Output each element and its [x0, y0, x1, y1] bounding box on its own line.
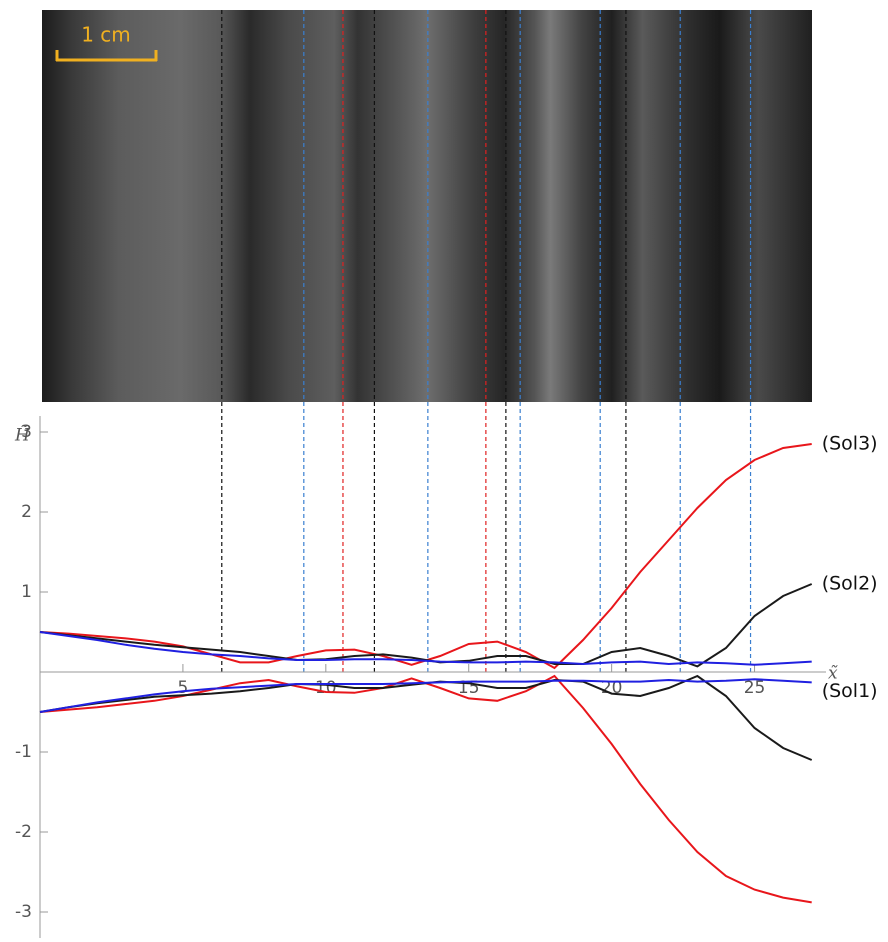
y-tick-label: -1 — [15, 742, 32, 762]
y-tick-label: -2 — [15, 822, 32, 842]
series-label: (Sol1) — [822, 680, 878, 702]
x-tick-label: 20 — [601, 678, 623, 698]
y-tick-label: 1 — [21, 582, 32, 602]
x-axis-label: x̃ — [828, 664, 838, 684]
scale-label: 1 cm — [81, 23, 131, 47]
y-axis-label: H̃ — [14, 425, 31, 445]
series-label: (Sol2) — [822, 573, 878, 595]
series-label: (Sol3) — [822, 433, 878, 455]
series-line — [39, 631, 812, 666]
x-tick-label: 25 — [744, 678, 766, 698]
x-tick-label: 5 — [177, 678, 188, 698]
series-line — [39, 678, 812, 713]
y-tick-label: -3 — [15, 902, 32, 922]
series-line — [39, 443, 812, 670]
x-tick-label: 10 — [315, 678, 337, 698]
series-line — [39, 674, 812, 904]
series-line — [39, 674, 813, 761]
series-line — [39, 583, 813, 668]
y-tick-label: 2 — [21, 502, 32, 522]
photo — [42, 10, 812, 402]
y-tick-label: 3 — [21, 422, 32, 442]
